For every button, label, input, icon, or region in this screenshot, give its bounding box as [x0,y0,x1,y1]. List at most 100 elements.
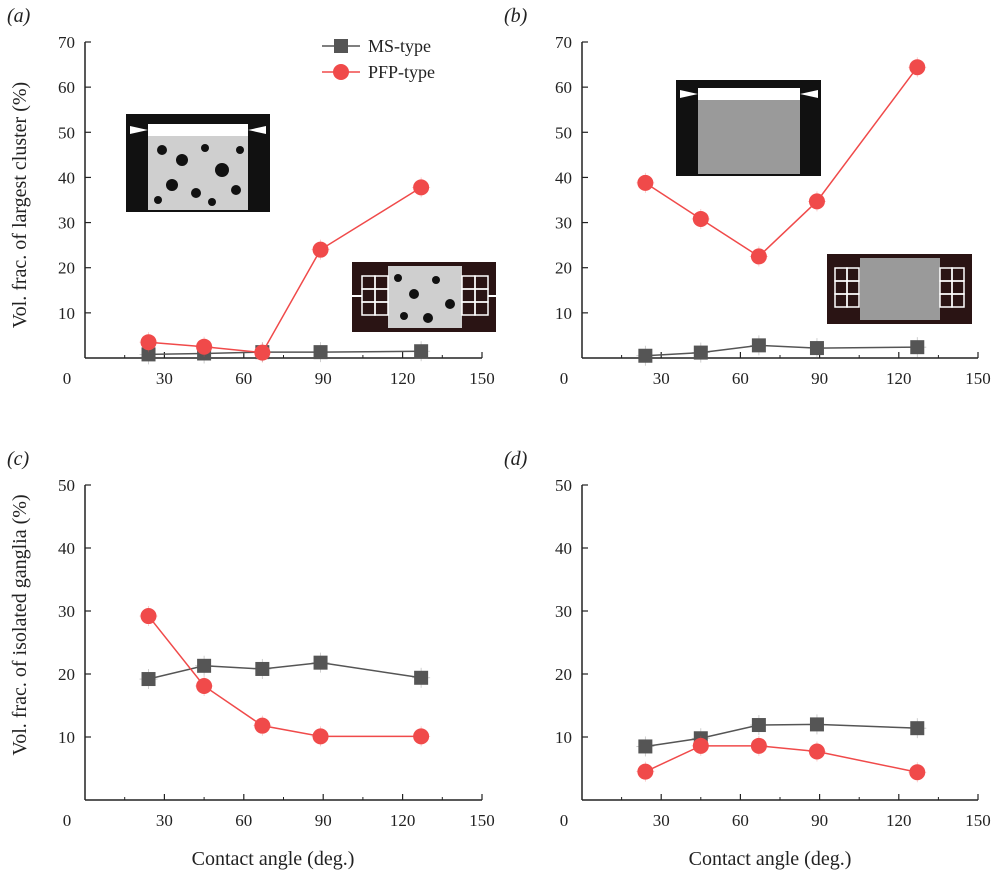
data-point [312,241,329,258]
y-tick-label: 70 [58,33,75,52]
panel-0: (a) 10 20 30 40 50 60 70 0 30 60 90 120 150 [7,5,495,388]
y-tick-label: 50 [555,123,572,142]
series-line-ms-type [645,344,918,357]
y-tick-label: 10 [555,304,572,323]
data-point [140,608,157,625]
inset-a-top [126,114,270,212]
legend-pfp-marker [333,64,349,80]
panel-1: (b) 10 20 30 40 50 60 70 0 30 60 90 120 150 [504,5,991,388]
series-line-pfp-type [645,745,918,774]
data-point [414,670,429,685]
y-tick-label: 10 [555,728,572,747]
legend: MS-type PFP-type [322,36,435,82]
y-tick-label: 50 [555,476,572,495]
data-point [141,347,156,362]
data-point [808,193,825,210]
y-tick-label: 50 [58,123,75,142]
charts: (a) 10 20 30 40 50 60 70 0 30 60 90 120 150 (b) 10 20 30 4… [7,5,991,830]
legend-ms-label: MS-type [368,36,431,56]
x-tick-label: 90 [315,811,332,830]
data-point [909,59,926,76]
y-tick-label: 20 [58,665,75,684]
panel-3: (d) 10 20 30 40 50 0 30 60 90 120 150 [504,448,991,830]
inset-b-top [676,80,821,176]
y-tick-label: 20 [58,259,75,278]
x-tick-label: 30 [156,811,173,830]
x-tick-label: 120 [390,369,416,388]
x-tick-label: 30 [653,369,670,388]
y-tick-label: 40 [58,168,75,187]
panel-2: (c) 10 20 30 40 50 0 30 60 90 120 150 [7,448,495,830]
y-tick-label: 30 [58,214,75,233]
x-tick-label: 120 [390,811,416,830]
data-point [140,334,157,351]
data-point [255,661,270,676]
data-point [909,764,926,781]
xlabel-right: Contact angle (deg.) [689,848,852,870]
data-point [413,728,430,745]
x-tick-label: 150 [965,369,991,388]
data-point [254,344,271,361]
y-tick-label: 60 [58,78,75,97]
panel-label: (b) [504,5,528,27]
data-point [414,344,429,359]
inset-b-right [827,254,972,324]
y-tick-label: 10 [58,304,75,323]
x-tick-label: 0 [63,811,72,830]
data-point [809,341,824,356]
data-point [910,340,925,355]
series-line-ms-type [148,661,422,680]
data-point [313,655,328,670]
y-tick-label: 40 [555,539,572,558]
panel-label: (d) [504,448,528,470]
legend-pfp-label: PFP-type [368,62,435,82]
panel-label: (c) [7,448,30,470]
x-tick-label: 0 [560,811,569,830]
data-point [197,658,212,673]
data-point [638,739,653,754]
inset-a-right [352,262,496,332]
x-tick-label: 30 [156,369,173,388]
x-tick-label: 150 [469,369,495,388]
data-point [750,248,767,265]
y-tick-label: 10 [58,728,75,747]
xlabel-left: Contact angle (deg.) [192,848,355,870]
data-point [313,345,328,360]
y-tick-label: 40 [58,539,75,558]
series-line-pfp-type [147,615,422,738]
panel-label: (a) [7,5,31,27]
x-tick-label: 60 [235,369,252,388]
data-point [413,179,430,196]
data-point [196,677,213,694]
x-tick-label: 120 [886,369,912,388]
data-point [692,737,709,754]
x-tick-label: 150 [965,811,991,830]
x-tick-label: 150 [469,811,495,830]
data-point [910,721,925,736]
legend-ms-marker [334,39,348,53]
y-tick-label: 70 [555,33,572,52]
x-tick-label: 120 [886,811,912,830]
x-tick-label: 0 [560,369,569,388]
ylabel-bottom: Vol. frac. of isolated ganglia (%) [9,494,31,755]
x-tick-label: 90 [811,811,828,830]
x-tick-label: 90 [811,369,828,388]
y-tick-label: 50 [58,476,75,495]
series-line-ms-type [645,723,918,748]
y-tick-label: 30 [555,602,572,621]
data-point [808,743,825,760]
data-point [141,672,156,687]
data-point [751,718,766,733]
data-point [809,717,824,732]
x-tick-label: 30 [653,811,670,830]
ylabel-top: Vol. frac. of largest cluster (%) [9,82,31,328]
data-point [692,210,709,227]
data-point [638,348,653,363]
data-point [637,763,654,780]
data-point [751,338,766,353]
data-point [196,338,213,355]
x-tick-label: 60 [235,811,252,830]
x-tick-label: 60 [732,811,749,830]
y-tick-label: 30 [555,214,572,233]
